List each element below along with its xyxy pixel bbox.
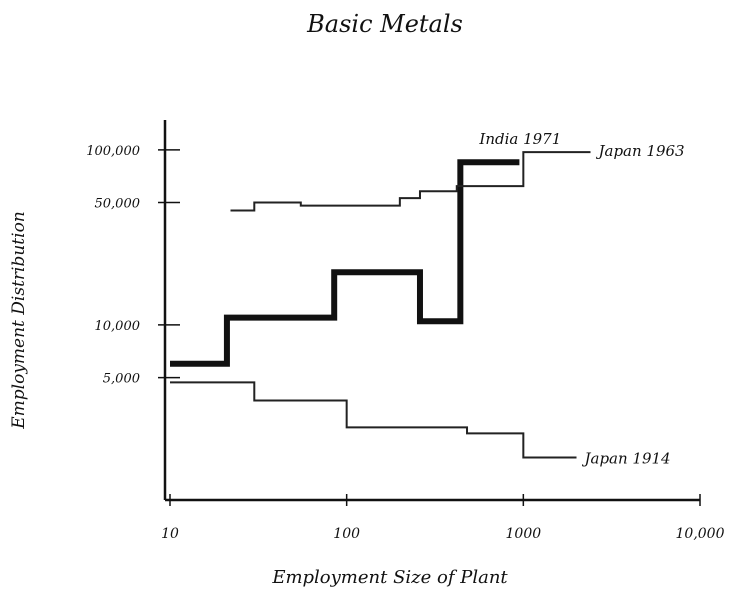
series-label: India 1971 bbox=[478, 130, 561, 148]
x-tick-label: 100 bbox=[333, 526, 360, 542]
step-line bbox=[170, 159, 520, 367]
y-tick-label: 10,000 bbox=[95, 319, 141, 334]
y-axis-label: Employment Distribution bbox=[9, 211, 29, 430]
x-tick-label: 10,000 bbox=[676, 526, 725, 542]
series-label: Japan 1914 bbox=[582, 449, 671, 467]
step-line bbox=[170, 381, 577, 459]
chart-title: Basic Metals bbox=[306, 10, 463, 38]
step-line bbox=[230, 151, 591, 212]
x-tick-label: 1000 bbox=[506, 526, 542, 542]
x-tick-label: 10 bbox=[161, 526, 179, 542]
y-tick-label: 50,000 bbox=[95, 197, 141, 212]
y-tick-label: 5,000 bbox=[103, 372, 140, 387]
y-tick-label: 100,000 bbox=[86, 144, 140, 159]
x-axis-label: Employment Size of Plant bbox=[271, 567, 508, 588]
series-label: Japan 1963 bbox=[596, 142, 685, 160]
